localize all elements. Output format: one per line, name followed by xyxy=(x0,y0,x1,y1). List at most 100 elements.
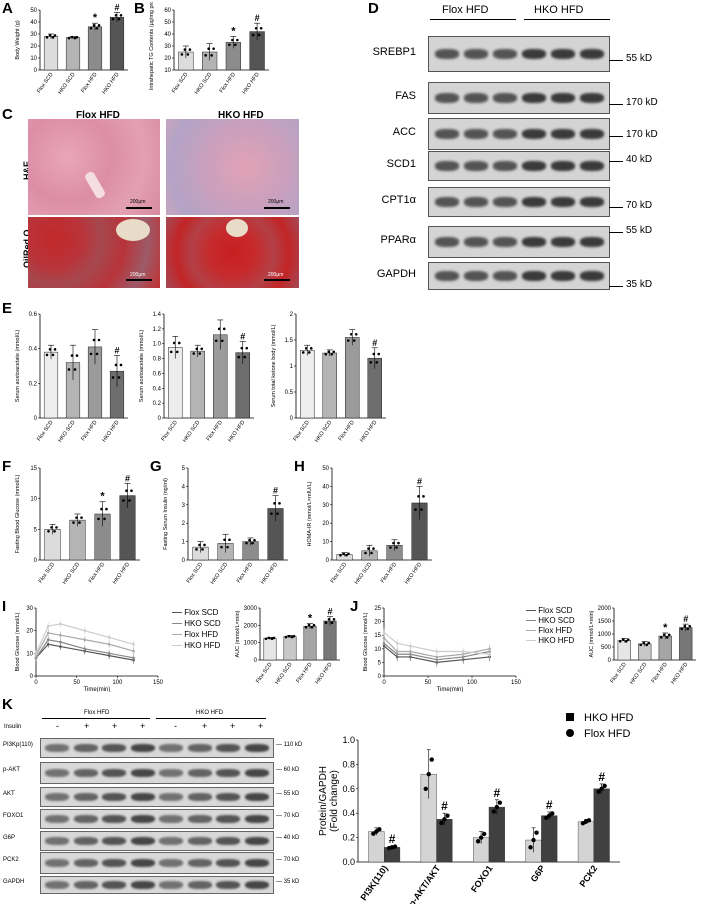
y-tick-label: 1.0 xyxy=(342,735,355,745)
panel-label-a: A xyxy=(2,0,13,17)
blot-d-kd-marker xyxy=(609,104,623,105)
data-dot xyxy=(680,627,684,631)
data-dot xyxy=(92,338,96,342)
data-dot xyxy=(276,512,279,515)
data-dot xyxy=(210,54,213,57)
category-label: Flox HFD xyxy=(236,562,254,584)
blot-band xyxy=(522,271,546,281)
blot-band xyxy=(551,93,575,103)
y-tick-label: 1.4 xyxy=(153,312,162,318)
data-dot xyxy=(75,35,79,39)
data-dot xyxy=(217,327,221,331)
blot-band xyxy=(187,744,212,752)
data-dot xyxy=(278,502,281,505)
insulin-sign: + xyxy=(202,721,208,731)
data-dot xyxy=(253,538,256,542)
data-dot xyxy=(220,545,223,549)
data-point xyxy=(132,649,135,653)
category-label: HKO SCD xyxy=(354,562,373,586)
data-dot xyxy=(183,48,187,51)
blot-k-protein-label: PI3Kp(110) xyxy=(3,742,33,748)
y-tick-label: 10 xyxy=(30,497,37,503)
data-dot xyxy=(231,38,234,42)
data-dot xyxy=(237,355,241,359)
data-dot xyxy=(70,35,74,39)
bar xyxy=(263,638,277,661)
blot-band xyxy=(216,881,240,889)
blot-d-protein-label: GAPDH xyxy=(376,268,416,280)
significance-mark: # xyxy=(255,13,260,23)
blot-band xyxy=(73,744,98,752)
chart-k-bar: Protein/GAPDH(Fold change) 0.0 0.2 0.4 0.6 0.… xyxy=(318,735,620,904)
data-dot xyxy=(312,623,316,627)
blot-k-kd-label: — 60 kD xyxy=(276,767,300,773)
scale-text: 200μm xyxy=(130,272,146,278)
data-dot xyxy=(186,53,190,56)
blot-band xyxy=(45,769,69,777)
data-dot xyxy=(264,637,268,641)
data-dot xyxy=(304,347,308,350)
blot-band xyxy=(216,744,240,752)
blot-band xyxy=(73,793,98,801)
bar xyxy=(303,625,317,661)
data-dot xyxy=(114,13,118,17)
y-tick-label: 20 xyxy=(26,629,33,635)
panel-label-j: J xyxy=(350,598,359,615)
y-tick-label: 0.8 xyxy=(342,759,355,769)
y-tick-label: 15 xyxy=(30,466,37,472)
insulin-sign: + xyxy=(112,721,118,731)
blot-band xyxy=(45,744,69,752)
data-dot xyxy=(111,376,115,379)
data-dot xyxy=(491,809,497,814)
blot-band xyxy=(493,93,517,103)
micro-col-title-hko: HKO HFD xyxy=(218,110,264,121)
data-dot xyxy=(310,625,314,629)
data-point xyxy=(488,652,491,656)
blot-d-protein-label: FAS xyxy=(395,90,416,102)
panel-label-h: H xyxy=(294,458,305,475)
legend-k-item: HKO HFD xyxy=(566,712,696,728)
bar xyxy=(436,819,453,863)
category-label: p-AKT/AKT xyxy=(407,863,443,904)
data-dot xyxy=(304,625,308,629)
y-tick-label: 0 xyxy=(290,416,294,422)
blot-band xyxy=(102,744,126,752)
panel-label-k: K xyxy=(2,696,13,713)
blot-band xyxy=(73,859,98,867)
bar xyxy=(87,26,103,71)
category-label: Flox HFD xyxy=(80,420,98,442)
legend-i: Flox SCD HKO SCD Flox HFD HKO HFD xyxy=(172,608,234,656)
chart-a: Body Weight (g) 0 10 20 30 40 50 Flox SCD HKO SC… xyxy=(15,2,128,96)
oilred-image-flox: 200μm xyxy=(28,217,160,288)
blot-band xyxy=(216,837,240,845)
y-axis-label: Fasting Serum Insulin (ng/ml) xyxy=(163,478,169,550)
y-tick-label: 1000 xyxy=(244,641,258,647)
y-axis-label: Blood Glucose (mmol/L) xyxy=(15,612,21,671)
data-dot xyxy=(243,355,247,359)
y-tick-label: 0.4 xyxy=(342,808,355,818)
series-line xyxy=(383,645,490,664)
y-axis-label: Body Weight (g) xyxy=(15,20,21,60)
y-tick-label: 5 xyxy=(378,660,382,666)
blot-band xyxy=(551,49,575,59)
significance-mark: * xyxy=(93,12,98,24)
significance-mark: # xyxy=(273,486,278,496)
category-label: HKO HFD xyxy=(242,72,261,96)
data-dot xyxy=(478,835,484,840)
oilred-image-hko: 200μm xyxy=(166,217,299,288)
blot-band xyxy=(580,129,604,139)
blot-k-header-line xyxy=(42,718,150,719)
bar xyxy=(43,36,59,71)
data-dot xyxy=(119,13,123,17)
blot-d-kd-marker xyxy=(609,232,623,233)
data-dot xyxy=(307,623,311,627)
category-label: FOXO1 xyxy=(469,863,495,894)
x-tick-label: 50 xyxy=(425,680,432,686)
data-dot xyxy=(198,543,201,547)
data-dot xyxy=(377,352,381,356)
y-tick-label: 5 xyxy=(182,466,186,472)
blot-band xyxy=(102,881,126,889)
data-point xyxy=(461,650,465,653)
y-tick-label: 50 xyxy=(30,8,37,14)
data-dot xyxy=(200,347,204,351)
